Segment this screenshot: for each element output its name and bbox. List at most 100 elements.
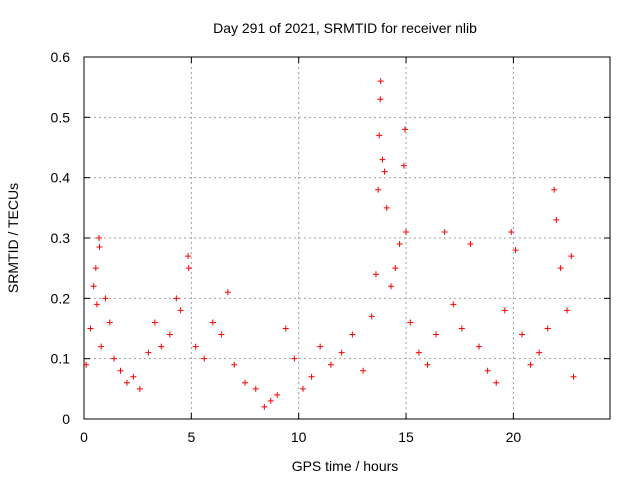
data-point	[544, 325, 551, 332]
data-point	[166, 331, 173, 338]
data-point	[512, 247, 519, 254]
data-point	[407, 319, 414, 326]
x-tick-label: 0	[80, 429, 88, 445]
data-point	[117, 367, 124, 374]
data-point	[372, 271, 379, 278]
data-point	[327, 361, 334, 368]
data-point	[158, 343, 165, 350]
y-tick-label: 0.6	[51, 49, 71, 65]
data-point	[467, 241, 474, 248]
y-tick-label: 0.1	[51, 351, 71, 367]
data-point	[145, 349, 152, 356]
data-point	[291, 355, 298, 362]
data-point	[381, 168, 388, 175]
data-point	[401, 126, 408, 133]
data-point	[185, 265, 192, 272]
data-points	[83, 78, 577, 410]
data-point	[96, 235, 103, 241]
data-point	[308, 373, 315, 380]
data-point	[192, 343, 199, 350]
x-tick-label: 15	[398, 429, 414, 445]
data-point	[527, 361, 534, 368]
data-point	[450, 301, 457, 308]
x-tick-label: 5	[187, 429, 195, 445]
data-point	[403, 228, 410, 235]
data-point	[282, 325, 289, 332]
data-point	[185, 253, 192, 260]
data-point	[106, 319, 113, 326]
data-point	[218, 331, 225, 338]
data-point	[111, 355, 118, 362]
data-point	[83, 361, 90, 368]
data-point	[376, 132, 383, 139]
data-point	[87, 325, 94, 332]
data-point	[501, 307, 508, 314]
chart-title: Day 291 of 2021, SRMTID for receiver nli…	[213, 20, 477, 36]
data-point	[377, 78, 384, 85]
data-point	[383, 204, 390, 211]
y-axis: 0 0.1 0.2 0.3 0.4 0.5 0.6	[51, 49, 610, 427]
y-tick-label: 0.3	[51, 230, 71, 246]
data-point	[375, 186, 382, 193]
x-axis: 0 5 10 15 20	[80, 57, 521, 445]
data-point	[274, 391, 281, 398]
y-tick-label: 0.2	[51, 290, 71, 306]
data-point	[536, 349, 543, 356]
data-point	[379, 156, 386, 163]
data-point	[130, 373, 137, 380]
data-point	[242, 379, 249, 386]
data-point	[317, 343, 324, 350]
data-point	[90, 283, 97, 290]
data-point	[261, 403, 268, 410]
data-point	[568, 253, 575, 260]
data-point	[368, 313, 375, 320]
y-tick-label: 0	[62, 411, 70, 427]
data-point	[570, 373, 577, 380]
data-point	[92, 265, 99, 272]
x-axis-label: GPS time / hours	[292, 458, 399, 474]
data-point	[433, 331, 440, 338]
data-point	[493, 379, 500, 386]
data-point	[201, 355, 208, 362]
data-point	[102, 295, 109, 302]
data-point	[349, 331, 356, 338]
data-point	[553, 216, 560, 223]
data-point	[508, 228, 515, 235]
data-point	[458, 325, 465, 332]
data-point	[377, 96, 384, 103]
data-point	[415, 349, 422, 356]
data-point	[98, 343, 105, 350]
x-tick-label: 20	[506, 429, 522, 445]
data-point	[400, 162, 407, 169]
data-point	[338, 349, 345, 356]
data-point	[564, 307, 571, 314]
data-point	[151, 319, 158, 326]
data-point	[173, 295, 180, 302]
y-tick-label: 0.5	[51, 109, 71, 125]
data-point	[136, 385, 143, 392]
data-point	[424, 361, 431, 368]
x-tick-label: 10	[291, 429, 307, 445]
data-point	[551, 186, 558, 193]
data-point	[360, 367, 367, 374]
data-point	[396, 241, 403, 248]
data-point	[96, 244, 103, 251]
data-point	[252, 385, 259, 392]
data-point	[388, 283, 395, 290]
data-point	[93, 301, 100, 308]
data-point	[123, 379, 130, 386]
data-point	[267, 397, 274, 404]
data-point	[557, 265, 564, 272]
data-point	[299, 385, 306, 392]
data-point	[392, 265, 399, 272]
data-point	[231, 361, 238, 368]
data-point	[177, 307, 184, 314]
data-point	[484, 367, 491, 374]
data-point	[441, 228, 448, 235]
grid-lines	[84, 57, 610, 419]
y-axis-label: SRMTID / TECUs	[5, 183, 21, 293]
data-point	[209, 319, 216, 326]
y-tick-label: 0.4	[51, 170, 71, 186]
data-point	[476, 343, 483, 350]
